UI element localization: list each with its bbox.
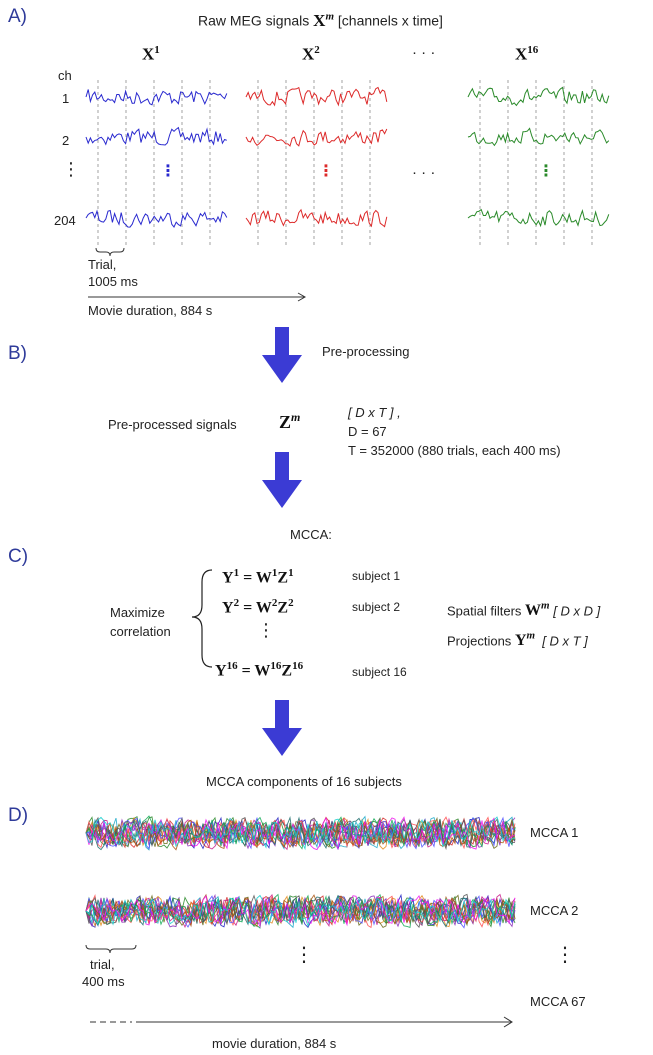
trial-label-a-1: Trial, [88,257,117,272]
projections: Projections Ym [ D x T ] [447,630,588,650]
preprocessed-dims: [ D x T ] , [348,405,401,420]
equation-16: Y16 = W16Z16 [215,660,304,680]
mcca-component-67: MCCA 67 [530,994,586,1009]
trial-label-d-2: 400 ms [82,974,125,989]
maximize-label-2: correlation [110,624,171,639]
subject-ellipsis-mid: · · · [412,164,436,181]
maximize-label-1: Maximize [110,605,165,620]
arrow-a-to-b [262,327,302,383]
subject-label-x2: X2 [302,44,320,64]
meg-trace-x1-row-1 [85,89,228,106]
channel-label-2: 2 [62,133,70,148]
mcca-component-2: MCCA 2 [530,903,579,918]
subject-1-label: subject 1 [352,569,401,583]
meg-trace-x16-row-3 [467,208,610,228]
trial-brace-a [95,247,125,257]
panel-label-b: B) [8,343,27,364]
component-vdots-right: ⋮ [555,944,575,966]
channel-vdots: ⋮ [62,159,80,179]
raw-meg-title-suffix: [channels x time] [337,12,443,29]
trial-brace-d [85,944,137,954]
equation-vdots: ⋮ [257,620,275,640]
movie-arrowhead-a [297,292,307,302]
panel-label-a: A) [8,6,27,27]
equation-1: Y1 = W1Z1 [222,567,294,587]
preprocessed-t: T = 352000 (880 trials, each 400 ms) [348,443,561,458]
vdots-x1: ⋮ [160,163,176,180]
subject-2-label: subject 2 [352,600,401,614]
preprocessed-d: D = 67 [348,424,387,439]
panel-label-c: C) [8,546,29,567]
channel-label-1: 1 [62,91,70,106]
vdots-x2: ⋮ [318,163,334,180]
mcca-trace-comp2-subject-16 [85,894,516,928]
movie-duration-d: movie duration, 884 s [212,1036,337,1051]
trial-label-d-1: trial, [90,957,115,972]
preprocessed-signals-text: Pre-processed signals [108,417,237,432]
preprocessing-label: Pre-processing [322,344,410,359]
component-vdots-mid: ⋮ [294,944,314,966]
meg-trace-x2-row-2 [245,128,388,147]
mcca-trace-comp1-subject-10 [85,816,516,850]
subject-label-x16: X16 [515,44,539,64]
meg-trace-x2-row-1 [245,86,388,107]
mcca-trace-comp1-subject-12 [85,815,516,850]
preprocessed-var: Zm [279,410,301,432]
raw-meg-title-text: Raw MEG signals [198,12,310,29]
equation-2: Y2 = W2Z2 [222,597,294,617]
movie-arrowhead-d [503,1016,513,1028]
meg-trace-x1-row-2 [85,126,227,146]
raw-meg-title-var: Xm [313,10,334,30]
maximize-brace [191,569,213,668]
vdots-x16: ⋮ [538,163,554,180]
meg-trace-x16-row-1 [467,86,610,107]
channel-label-204: 204 [54,213,76,228]
mcca-component-1: MCCA 1 [530,825,579,840]
subject-label-x1: X1 [142,44,160,64]
spatial-filters: Spatial filters Wm [ D x D ] [447,600,601,620]
mcca-components-title: MCCA components of 16 subjects [206,774,402,789]
meg-trace-x16-row-2 [467,127,610,147]
meg-trace-x2-row-3 [245,208,388,228]
mcca-trace-comp2-subject-13 [85,893,516,928]
movie-duration-a: Movie duration, 884 s [88,303,213,318]
meg-trace-x1-row-3 [85,209,228,228]
mcca-trace-comp1-subject-16 [85,816,516,851]
arrow-b-to-c [262,452,302,508]
trial-label-a-2: 1005 ms [88,274,138,289]
channel-header: ch [58,68,72,83]
subject-16-label: subject 16 [352,665,407,679]
mcca-traces [85,815,516,929]
meg-traces [85,86,610,228]
mcca-title: MCCA: [290,527,332,542]
subject-ellipsis-top: · · · [412,44,436,61]
arrow-c-to-d [262,700,302,756]
raw-meg-title: Raw MEG signals Xm [channels x time] [198,10,443,31]
panel-label-d: D) [8,805,29,826]
